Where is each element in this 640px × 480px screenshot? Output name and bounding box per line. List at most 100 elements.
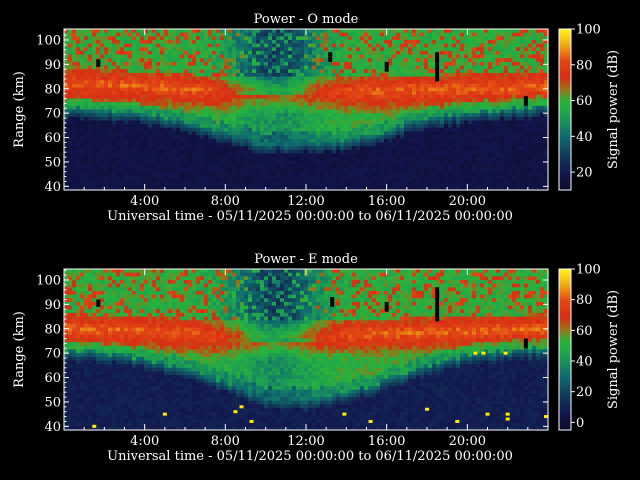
heatmap-cell — [132, 91, 137, 96]
heatmap-cell — [140, 182, 145, 187]
heatmap-cell — [204, 124, 209, 129]
heatmap-cell — [240, 43, 245, 48]
heatmap-cell — [324, 142, 329, 147]
heatmap-cell — [388, 131, 393, 136]
heatmap-cell — [372, 153, 377, 158]
heatmap-cell — [360, 102, 365, 107]
heatmap-cell — [100, 50, 105, 56]
heatmap-cell — [224, 43, 229, 48]
heatmap-cell — [492, 142, 497, 147]
heatmap-cell — [276, 171, 281, 176]
heatmap-cell — [484, 98, 489, 103]
heatmap-cell — [300, 80, 305, 85]
heatmap-cell — [196, 171, 201, 176]
heatmap-cell — [264, 105, 269, 111]
heatmap-cell — [464, 160, 469, 165]
heatmap-cell — [148, 135, 153, 140]
heatmap-cell — [240, 138, 245, 144]
heatmap-cell — [352, 69, 357, 74]
heatmap-cell — [416, 102, 421, 107]
heatmap-cell — [88, 47, 93, 52]
heatmap-cell — [360, 109, 365, 114]
heatmap-cell — [192, 29, 197, 34]
heatmap-cell — [328, 109, 333, 114]
heatmap-cell — [80, 29, 85, 34]
heatmap-cell — [512, 124, 517, 129]
heatmap-cell — [508, 127, 513, 133]
heatmap-cell — [424, 32, 429, 37]
heatmap-cell — [324, 131, 329, 136]
heatmap-cell — [340, 157, 345, 162]
heatmap-cell — [152, 76, 157, 81]
heatmap-cell — [248, 94, 253, 100]
heatmap-cell — [192, 164, 197, 169]
heatmap-cell — [96, 83, 101, 89]
heatmap-cell — [280, 131, 285, 136]
heatmap-cell — [436, 171, 441, 176]
heatmap-cell — [500, 50, 505, 56]
heatmap-cell — [124, 94, 129, 100]
heatmap-cell — [204, 116, 209, 122]
heatmap-cell — [372, 32, 377, 37]
heatmap-cell — [308, 153, 313, 158]
heatmap-cell — [248, 116, 253, 122]
heatmap-cell — [240, 146, 245, 151]
heatmap-cell — [184, 32, 189, 37]
heatmap-cell — [144, 76, 149, 81]
heatmap-cell — [164, 39, 169, 45]
heatmap-cell — [336, 54, 341, 59]
heatmap-cell — [380, 127, 385, 133]
heatmap-cell — [428, 127, 433, 133]
heatmap-cell — [496, 146, 501, 151]
heatmap-cell — [128, 179, 133, 184]
heatmap-cell — [408, 146, 413, 151]
heatmap-cell — [424, 146, 429, 151]
heatmap-cell — [248, 72, 253, 78]
heatmap-cell — [272, 149, 277, 155]
heatmap-cell — [288, 65, 293, 70]
heatmap-cell — [148, 153, 153, 158]
heatmap-cell — [184, 69, 189, 74]
heatmap-cell — [216, 105, 221, 111]
heatmap-cell — [472, 153, 477, 158]
heatmap-cell — [144, 83, 149, 89]
heatmap-cell — [248, 32, 253, 37]
heatmap-cell — [440, 65, 445, 70]
heatmap-cell — [228, 36, 233, 41]
heatmap-cell — [248, 113, 253, 118]
heatmap-cell — [212, 47, 217, 52]
heatmap-cell — [200, 29, 205, 34]
heatmap-cell — [416, 153, 421, 158]
heatmap-cell — [240, 47, 245, 52]
heatmap-cell — [76, 47, 81, 52]
heatmap-cell — [236, 127, 241, 133]
heatmap-cell — [316, 102, 321, 107]
heatmap-cell — [436, 91, 441, 96]
heatmap-cell — [328, 39, 333, 45]
heatmap-cell — [264, 131, 269, 136]
heatmap-cell — [72, 72, 77, 78]
heatmap-cell — [484, 50, 489, 56]
heatmap-cell — [316, 182, 321, 187]
heatmap-cell — [424, 171, 429, 176]
heatmap-cell — [308, 80, 313, 85]
heatmap-cell — [440, 120, 445, 125]
heatmap-cell — [472, 113, 477, 118]
heatmap-cell — [160, 91, 165, 96]
heatmap-cell — [220, 43, 225, 48]
heatmap-cell — [192, 153, 197, 158]
heatmap-cell — [312, 98, 317, 103]
heatmap-cell — [320, 142, 325, 147]
heatmap-cell — [164, 109, 169, 114]
heatmap-cell — [176, 157, 181, 162]
heatmap-cell — [292, 102, 297, 107]
heatmap-cell — [172, 109, 177, 114]
heatmap-cell — [512, 179, 517, 184]
heatmap-cell — [172, 29, 177, 34]
heatmap-cell — [104, 87, 109, 92]
heatmap-cell — [160, 72, 165, 78]
heatmap-cell — [420, 153, 425, 158]
heatmap-cell — [152, 182, 157, 187]
heatmap-cell — [408, 65, 413, 70]
heatmap-cell — [252, 43, 257, 48]
